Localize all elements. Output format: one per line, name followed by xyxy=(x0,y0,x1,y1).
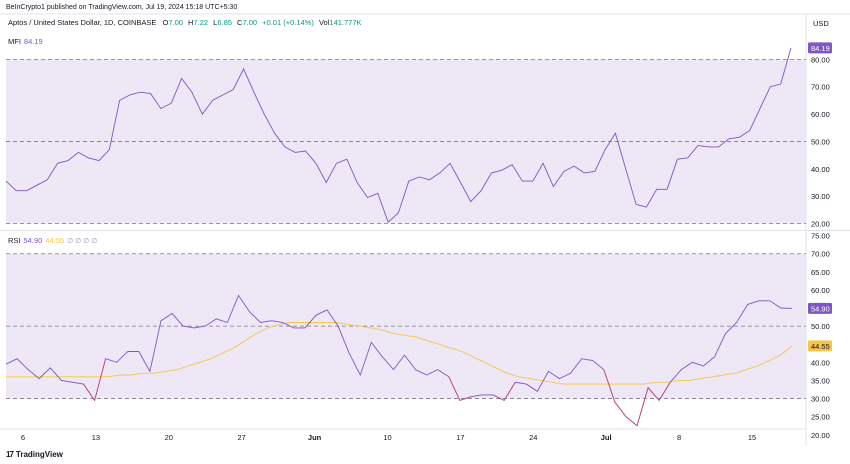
rsi-ma-last-value-tag: 44.55 xyxy=(808,340,832,352)
rsi-legend-value: 54.90 xyxy=(23,236,43,245)
rsi-oversold-segment xyxy=(658,382,671,401)
rsi-oversold-segment xyxy=(94,358,107,401)
change-value: +0.01 (+0.14%) xyxy=(262,18,314,27)
rsi-last-value-tag-bg xyxy=(808,302,832,314)
mfi-last-value-tag: 84.19 xyxy=(808,42,832,54)
rsi-oversold-segment xyxy=(647,387,660,401)
rsi-oversold-segment xyxy=(636,387,649,426)
mfi-line xyxy=(5,47,792,223)
published-caption: BeInCrypto1 published on TradingView.com… xyxy=(6,4,238,11)
rsi-oversold-segment xyxy=(503,382,516,401)
mfi-last-value-tag-text: 84.19 xyxy=(811,44,830,53)
rsi-legend[interactable]: RSI 54.90 44.55 ∅ ∅ ∅ ∅ xyxy=(8,236,97,245)
volume-label: Vol xyxy=(318,18,330,27)
x-tick-label: 24 xyxy=(529,433,537,442)
x-tick-label: 6 xyxy=(21,433,25,442)
mfi-ytick-label: 40.00 xyxy=(811,165,830,174)
ellipsis-icon: ∅ ∅ ∅ ∅ xyxy=(67,238,98,245)
rsi-oversold-segment xyxy=(459,396,472,401)
low-value: 6.85 xyxy=(217,18,232,27)
rsi-oversold-segment xyxy=(492,394,505,401)
mfi-last-value-tag-bg xyxy=(808,42,832,54)
mfi-legend-name: MFI xyxy=(8,37,21,46)
x-tick-label: 13 xyxy=(92,433,100,442)
rsi-ma-line xyxy=(6,322,793,385)
rsi-pane: 20.0025.0030.0035.0040.0045.0050.0055.00… xyxy=(5,232,832,440)
mfi-legend-value: 84.19 xyxy=(23,37,43,46)
mfi-ytick-label: 30.00 xyxy=(811,192,830,201)
low-label: L xyxy=(213,18,218,27)
rsi-ytick-label: 65.00 xyxy=(811,268,830,277)
high-value: 7.22 xyxy=(193,18,209,27)
tradingview-brand: TradingView xyxy=(15,450,63,459)
rsi-ytick-label: 20.00 xyxy=(811,431,830,440)
close-label: C xyxy=(237,18,243,27)
mfi-ytick-label: 60.00 xyxy=(811,110,830,119)
rsi-ytick-label: 60.00 xyxy=(811,286,830,295)
rsi-ytick-label: 50.00 xyxy=(811,322,830,331)
rsi-ma-last-value-tag-text: 44.55 xyxy=(811,342,830,351)
rsi-oversold-segment xyxy=(625,416,638,427)
currency-label[interactable]: USD xyxy=(813,19,829,28)
tradingview-logo-icon: 17 xyxy=(6,450,14,459)
x-tick-label: 27 xyxy=(238,433,246,442)
rsi-ma-legend-value: 44.55 xyxy=(45,236,65,245)
rsi-last-value-tag: 54.90 xyxy=(808,302,832,314)
mfi-ytick-label: 70.00 xyxy=(811,83,830,92)
x-tick-label: 15 xyxy=(748,433,756,442)
x-tick-label: 17 xyxy=(456,433,464,442)
rsi-oversold-segment xyxy=(83,383,95,401)
close-value: 7.00 xyxy=(242,18,258,27)
rsi-oversold-segment xyxy=(448,376,461,401)
open-label: O xyxy=(162,18,169,27)
rsi-ma-last-value-tag-bg xyxy=(808,340,832,352)
mfi-legend[interactable]: MFI 84.19 xyxy=(8,37,43,46)
rsi-legend-name: RSI xyxy=(8,236,21,245)
tradingview-footer[interactable]: 17 TradingView xyxy=(6,450,63,459)
high-label: H xyxy=(188,18,194,27)
rsi-ytick-label: 70.00 xyxy=(811,250,830,259)
open-value: 7.00 xyxy=(168,18,183,27)
symbol-legend[interactable]: Aptos / United States Dollar, 1D, COINBA… xyxy=(8,18,362,27)
rsi-ytick-label: 25.00 xyxy=(811,413,830,422)
rsi-ytick-label: 75.00 xyxy=(811,232,830,241)
rsi-ytick-label: 40.00 xyxy=(811,358,830,367)
x-tick-label: Jul xyxy=(601,433,612,442)
mfi-ytick-label: 20.00 xyxy=(811,220,830,229)
rsi-oversold-segment xyxy=(614,401,627,417)
volume-value: 141.777K xyxy=(329,18,362,27)
rsi-ytick-label: 30.00 xyxy=(811,395,830,404)
mfi-ytick-label: 80.00 xyxy=(811,55,830,64)
rsi-oversold-segment xyxy=(603,369,616,403)
x-tick-label: 10 xyxy=(383,433,391,442)
symbol-name: Aptos / United States Dollar, 1D, COINBA… xyxy=(8,18,157,27)
mfi-pane: 20.00 30.00 40.00 50.00 60.00 70.00 80.00 84.19 xyxy=(5,42,832,229)
x-tick-label: 8 xyxy=(677,433,681,442)
rsi-last-value-tag-text: 54.90 xyxy=(811,304,830,313)
x-tick-label: 20 xyxy=(165,433,173,442)
rsi-ytick-label: 35.00 xyxy=(811,376,830,385)
mfi-ytick-label: 50.00 xyxy=(811,137,830,146)
x-tick-label: Jun xyxy=(308,433,322,442)
